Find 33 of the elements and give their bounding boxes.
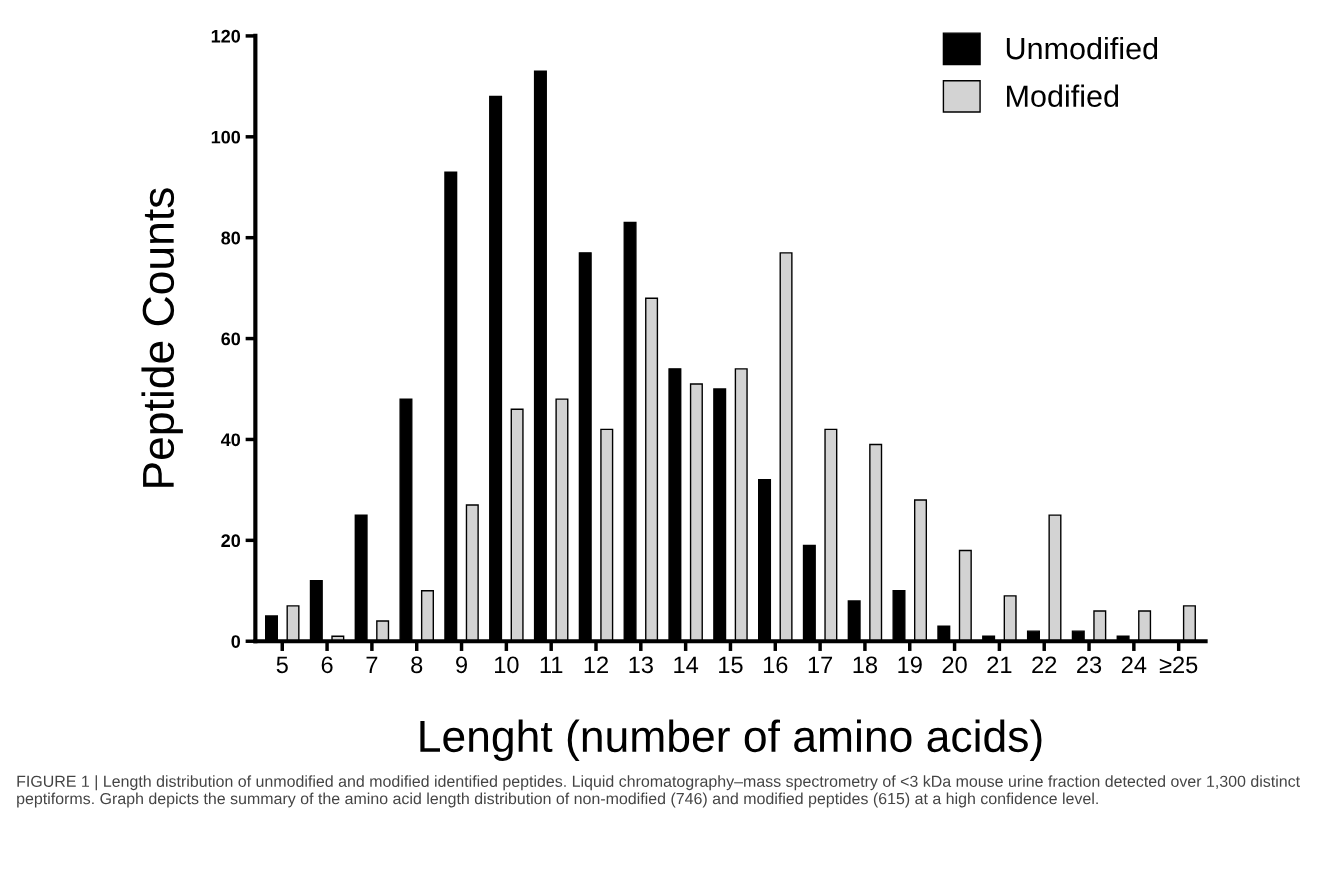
x-tick-label: 11 xyxy=(540,656,563,673)
y-tick-label: 0 xyxy=(231,635,241,648)
x-tick-label: 8 xyxy=(411,656,423,674)
x-tick-label: 6 xyxy=(321,656,333,674)
x-tick-label: 18 xyxy=(853,656,878,674)
x-tick-label: 9 xyxy=(456,656,467,674)
x-tick-label: 10 xyxy=(495,656,519,674)
x-tick-label: 16 xyxy=(763,656,788,674)
x-tick-label: 24 xyxy=(1121,656,1147,673)
x-tick-label: 14 xyxy=(674,656,699,673)
x-tick-label: 21 xyxy=(987,656,1012,673)
x-tick-label: 20 xyxy=(942,656,967,674)
x-tick-label: ≥25 xyxy=(1159,656,1198,674)
x-tick-label: 19 xyxy=(898,656,922,674)
y-tick-label: 120 xyxy=(211,29,241,43)
x-tick-label: 23 xyxy=(1077,656,1102,674)
x-tick-label: 17 xyxy=(808,656,833,673)
legend-label: Unmodified xyxy=(1006,36,1158,60)
x-axis-title: Lenght (number of amino acids) xyxy=(420,719,1042,761)
x-tick-label: 22 xyxy=(1032,656,1057,673)
caption: FIGURE 1 | Length distribution of unmodified and modified identified peptides. Liquid chromatography–mass spectrometry of <3 kDa mouse urine fraction detected over 1,300 distinct peptiforms. Graph depicts the summary of the amino acid length distribution of non-modified (746) and modified peptides (615) at a high confidence level. xyxy=(17,775,1300,808)
legend-label: Modified xyxy=(1007,84,1119,108)
y-tick-label: 40 xyxy=(220,433,241,447)
y-tick-label: 60 xyxy=(221,332,241,346)
x-tick-label: 5 xyxy=(276,656,288,674)
x-tick-label: 7 xyxy=(366,656,378,673)
y-tick-label: 100 xyxy=(211,130,241,144)
x-tick-label: 15 xyxy=(719,656,743,674)
y-tick-label: 80 xyxy=(221,231,241,245)
x-tick-label: 12 xyxy=(584,656,608,673)
y-axis-title: Peptide Counts xyxy=(141,188,183,487)
x-tick-label: 13 xyxy=(629,656,653,674)
y-tick-label: 20 xyxy=(221,534,241,548)
